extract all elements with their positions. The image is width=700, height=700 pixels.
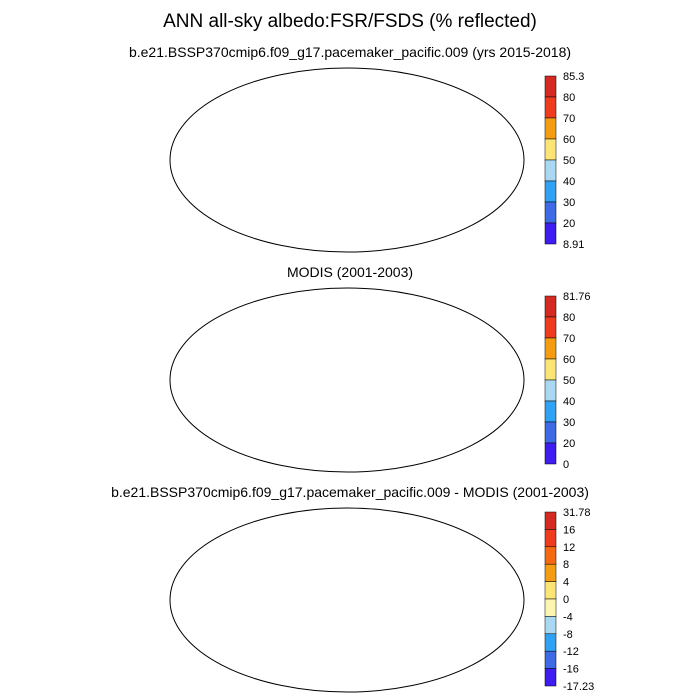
panel-title-obs: MODIS (2001-2003) [286,264,414,280]
colorbar-label: 8.91 [563,239,584,251]
colorbar-label: -4 [563,611,573,623]
colorbar-obs: 81.76 80 70 60 50 40 30 20 0 [544,291,591,471]
colorbar-swatch [544,117,557,140]
map-border [169,67,525,253]
colorbar-label: 16 [563,524,575,536]
colorbar-label: 70 [563,333,575,345]
colorbar-swatch [544,511,557,530]
ocean-diff [170,508,524,692]
colorbar-label: 81.76 [563,291,591,303]
colorbar-label: 40 [563,176,575,188]
colorbar-swatch [544,421,557,444]
colorbar-swatch [544,75,557,98]
colorbar-label: 50 [563,155,575,167]
colorbar-swatch [544,316,557,339]
colorbar-swatch [544,295,557,318]
map-model [169,67,525,253]
colorbar-label: 60 [563,134,575,146]
colorbar-label: 30 [563,417,575,429]
ocean-model [170,68,524,252]
colorbar-label: 31.78 [563,507,591,519]
colorbar-swatch [544,138,557,161]
colorbar-label: 4 [563,577,569,589]
map-obs [169,287,525,473]
colorbar-label: 80 [563,312,575,324]
map-border [169,507,525,693]
panel-title-model: b.e21.BSSP370cmip6.f09_g17.pacemaker_pac… [128,44,572,60]
colorbar-label: 40 [563,396,575,408]
figure-title: ANN all-sky albedo:FSR/FSDS (% reflected… [163,11,537,32]
colorbar-label: 8 [563,559,569,571]
colorbar-swatch [544,201,557,224]
colorbar-label: 85.3 [563,71,584,83]
colorbar-label: 70 [563,113,575,125]
colorbar-label: 80 [563,92,575,104]
colorbar-label: -12 [563,646,579,658]
colorbar-label: 30 [563,197,575,209]
colorbar-swatch [544,442,557,465]
colorbar-label: 12 [563,542,575,554]
colorbar-swatch [544,616,557,635]
colorbar-swatch [544,180,557,203]
colorbar-swatch [544,546,557,565]
colorbar-label: 20 [563,438,575,450]
colorbar-swatch [544,598,557,617]
colorbar-label: -16 [563,664,579,676]
colorbar-label: -17.23 [563,681,594,693]
colorbar-swatch [544,668,557,687]
colorbar-swatch [544,529,557,548]
colorbar-swatch [544,379,557,402]
map-border [169,287,525,473]
colorbar-swatch [544,337,557,360]
colorbar-swatch [544,222,557,245]
colorbar-label: 50 [563,375,575,387]
colorbar-diff: 31.78 16 12 8 4 0 -4 -8 -12 -16 -17.23 [544,507,594,693]
ocean-obs [170,288,524,472]
colorbar-label: 0 [563,594,569,606]
colorbar-label: 0 [563,459,569,471]
colorbar-swatch [544,159,557,182]
colorbar-swatch [544,581,557,600]
colorbar-label: 20 [563,218,575,230]
colorbar-swatch [544,358,557,381]
colorbar-swatch [544,563,557,582]
colorbar-swatch [544,400,557,423]
map-diff [169,507,525,693]
colorbar-label: -8 [563,629,573,641]
panel-title-diff: b.e21.BSSP370cmip6.f09_g17.pacemaker_pac… [111,484,589,500]
colorbar-swatch [544,650,557,669]
colorbar-swatch [544,96,557,119]
colorbar-model: 85.3 80 70 60 50 40 30 20 8.91 [544,71,584,251]
colorbar-label: 60 [563,354,575,366]
colorbar-swatch [544,633,557,652]
